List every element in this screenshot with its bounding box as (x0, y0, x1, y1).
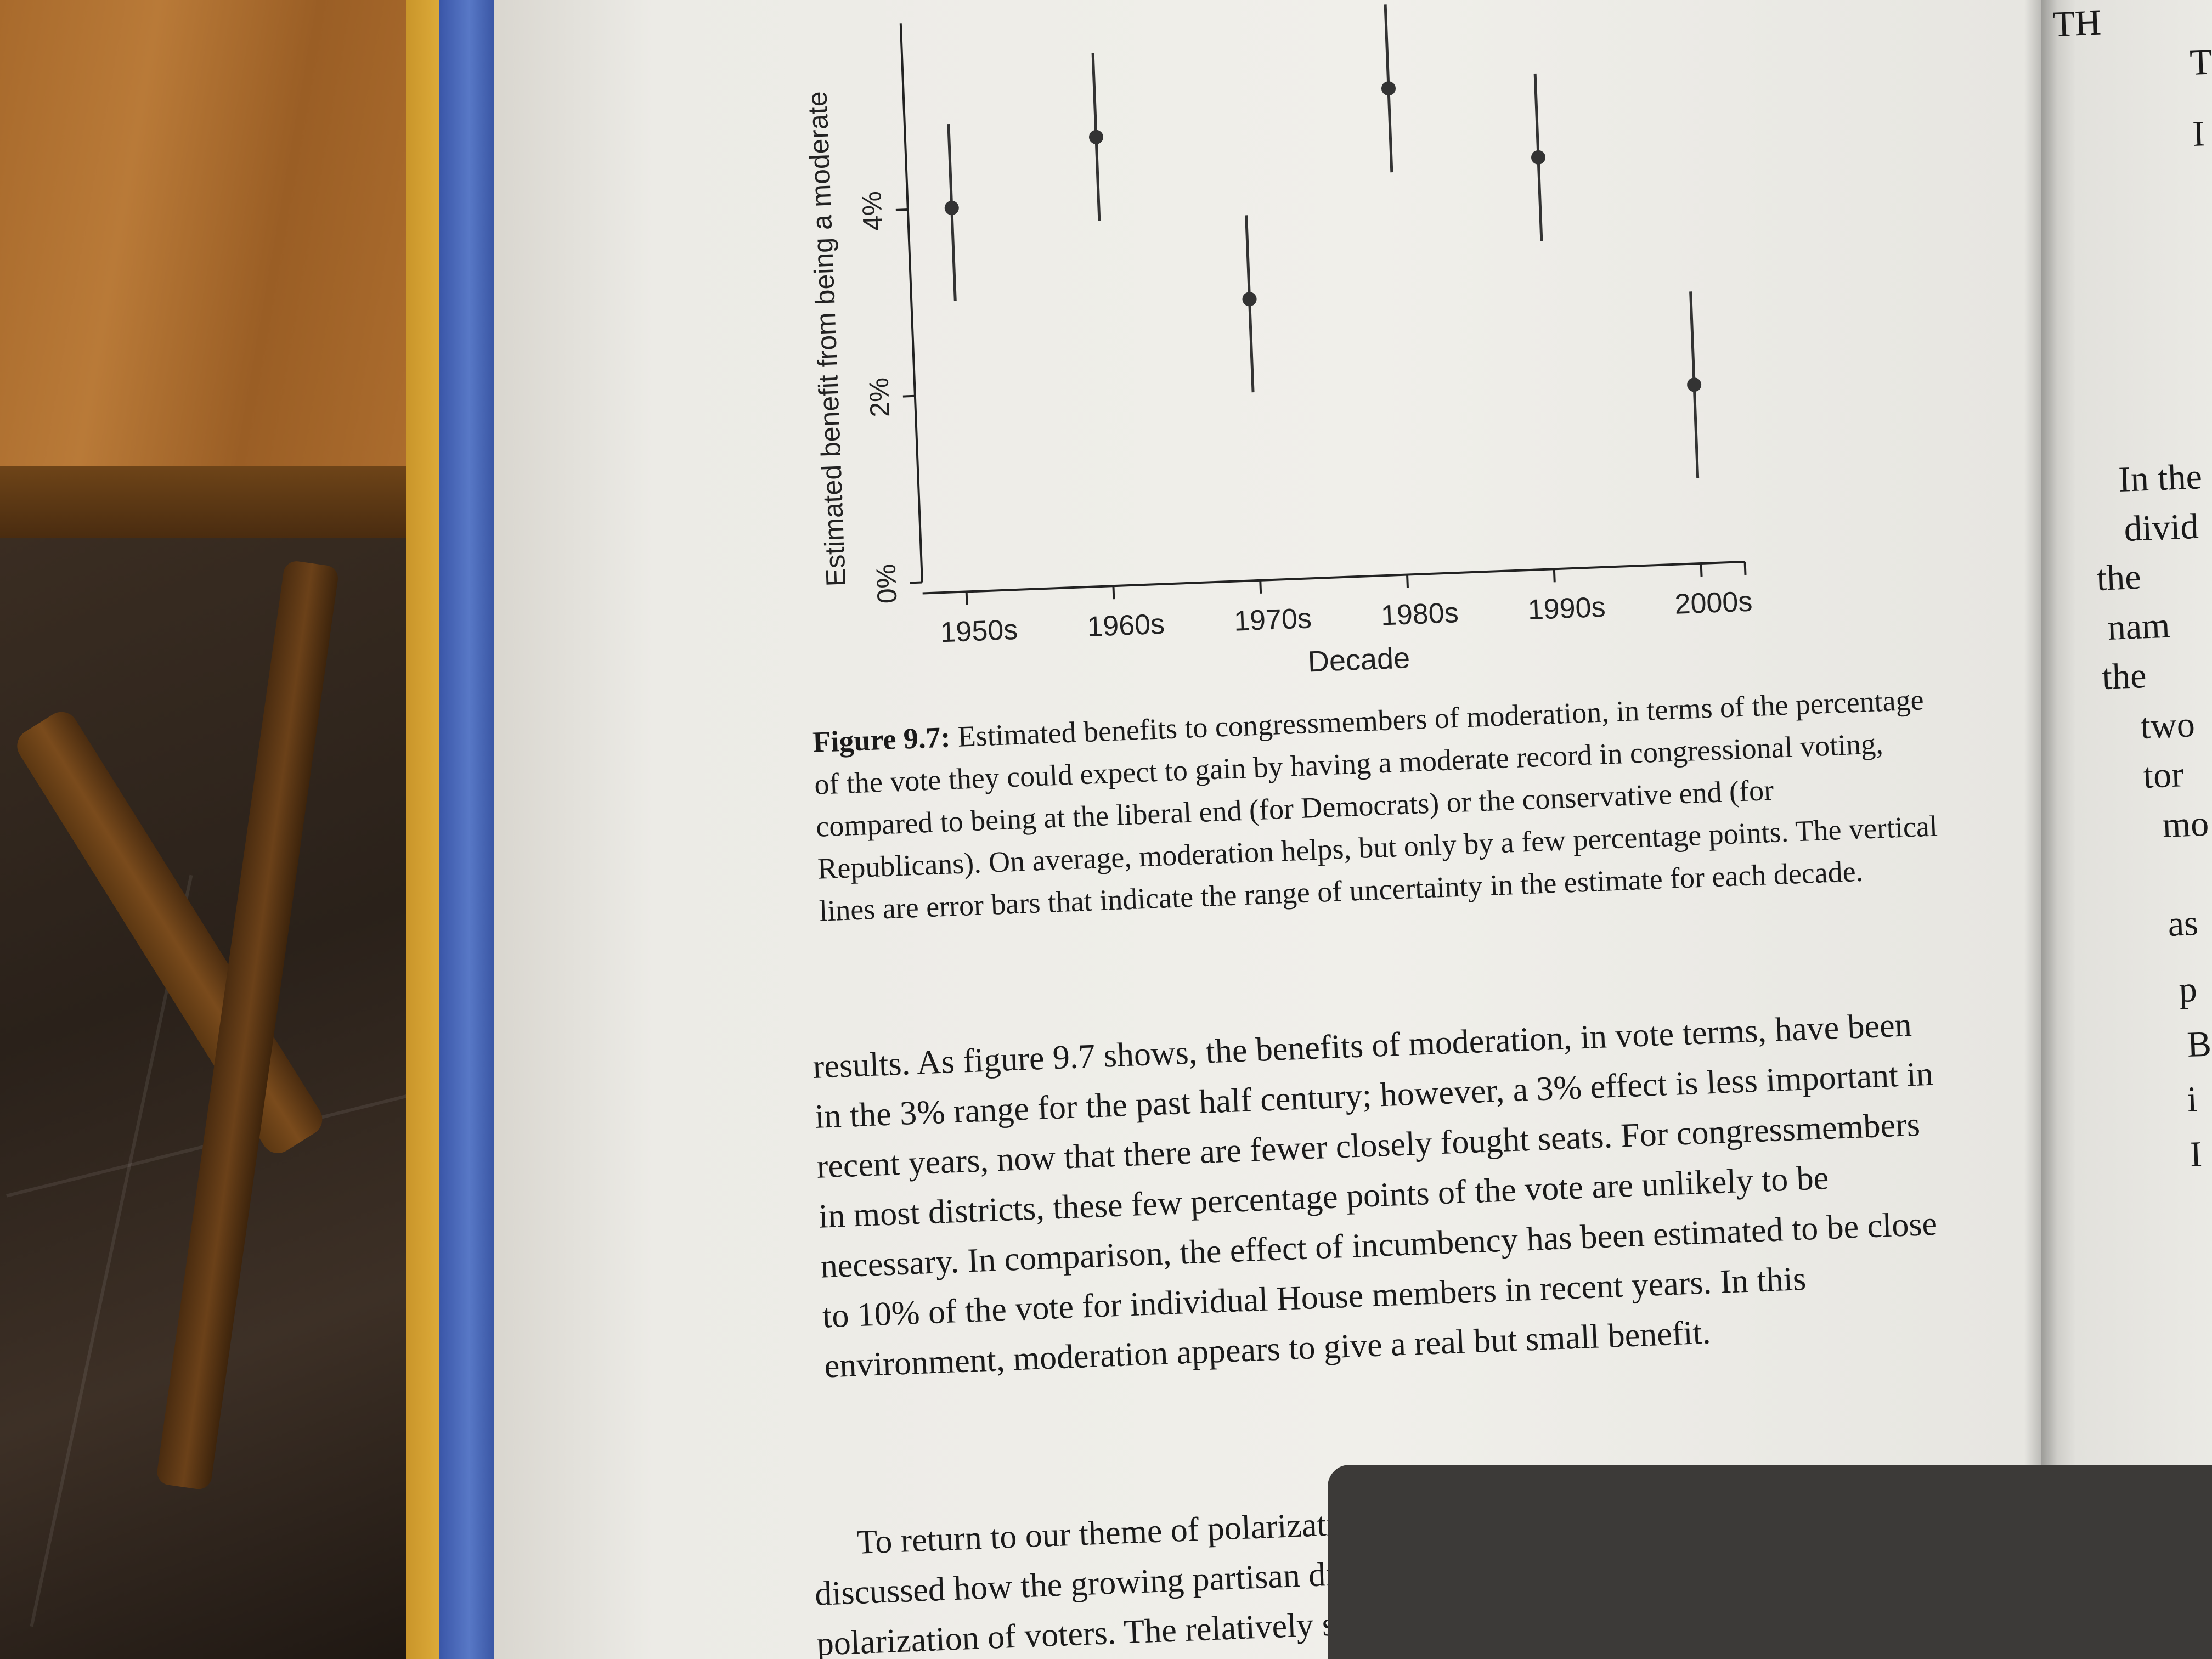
right-page-line: as (2167, 902, 2199, 944)
book-gutter (2024, 0, 2057, 1659)
y-tick-label: 0% (871, 563, 903, 604)
right-page-line: nam (2107, 605, 2171, 648)
x-tick-label: 1970s (1233, 602, 1312, 637)
figure-caption: Figure 9.7: Estimated benefits to congre… (812, 678, 1944, 932)
right-page-line: I (2189, 1134, 2203, 1175)
table-edge (0, 466, 433, 538)
right-page-line: divid (2123, 506, 2199, 549)
book-page-left (494, 0, 2085, 1659)
data-point (944, 200, 959, 215)
right-page-line: In the (2118, 456, 2203, 500)
x-tick-label: 1950s (940, 614, 1019, 648)
x-tick-label: 1980s (1380, 597, 1459, 631)
right-page-line: TH (2052, 2, 2102, 44)
x-tick-label: 1990s (1527, 591, 1606, 626)
figure-caption-text: Estimated benefits to congressmembers of… (814, 683, 1938, 928)
x-tick-label: 1960s (1086, 608, 1165, 643)
right-page-line: mo (2162, 803, 2210, 845)
chart-labels: 0%2%4%1950s 1960s 1970s 1980s 1990s 2000sDeca… (802, 91, 1753, 679)
body-paragraph: results. As figure 9.7 shows, the benefi… (812, 1006, 1938, 1385)
x-tick (1406, 574, 1409, 588)
right-page-line: the (2096, 556, 2142, 599)
x-tick (1553, 569, 1556, 583)
y-tick (902, 394, 915, 398)
book-page-right (2041, 0, 2212, 1659)
data-point (1687, 377, 1702, 392)
chart-marks (944, 4, 1702, 478)
y-axis-line (899, 23, 923, 583)
x-tick (1259, 580, 1262, 594)
right-page-line: i (2186, 1079, 2198, 1120)
right-page-line: two (2140, 704, 2196, 747)
right-page-line: tor (2142, 754, 2185, 796)
right-page-line: I (2192, 114, 2206, 154)
data-point (1088, 129, 1103, 144)
y-tick-label: 2% (864, 377, 896, 417)
right-page-line: T (2189, 42, 2212, 83)
right-page-line: p (2178, 969, 2198, 1010)
book-cover-blue (439, 0, 499, 1659)
x-axis-line (922, 560, 1745, 595)
right-page-line: B (2186, 1024, 2212, 1065)
y-axis-label: Estimated benefit from being a moderate (802, 91, 851, 588)
data-point (1381, 81, 1396, 96)
figure-chart: 0% 2% 4% 1950s 1960s 1970s 1980s 1990s 2000s Deca… (790, 0, 1814, 691)
right-page-line: the (2101, 655, 2147, 697)
data-point (1531, 150, 1546, 165)
chart-axes (895, 23, 1747, 605)
y-tick-label: 4% (856, 190, 889, 231)
figure-caption-label: Figure 9.7: (812, 720, 951, 759)
hand-shadow (1328, 1465, 2212, 1659)
x-tick-label: 2000s (1674, 585, 1753, 620)
x-tick (1743, 561, 1747, 575)
chart-svg: 0%2%4%1950s 1960s 1970s 1980s 1990s 2000sDeca… (802, 4, 1753, 679)
x-tick (1112, 586, 1115, 600)
x-tick (1700, 563, 1703, 577)
data-point (1242, 292, 1257, 307)
wooden-table (0, 0, 439, 538)
